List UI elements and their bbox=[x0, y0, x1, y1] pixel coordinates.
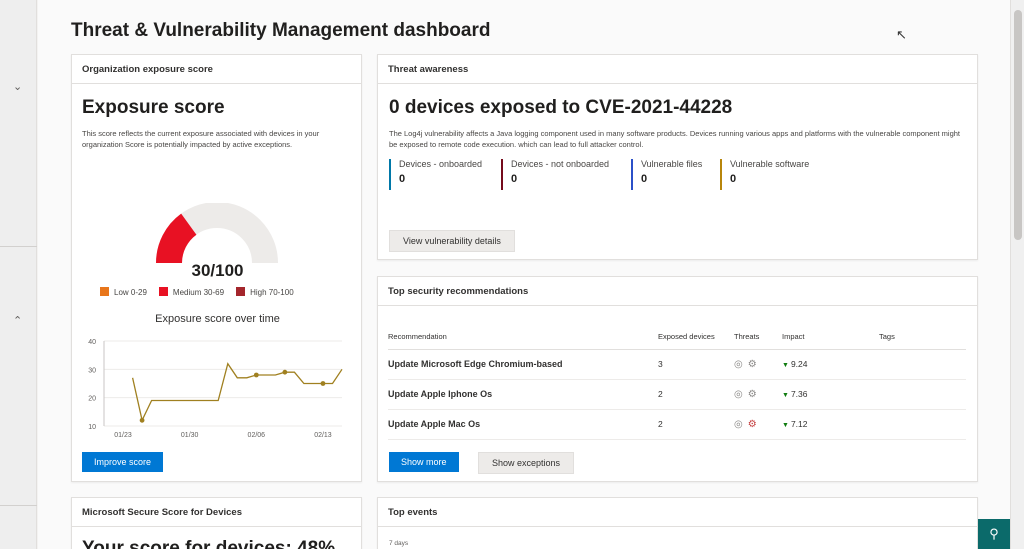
chat-help-icon[interactable]: ⚲ bbox=[978, 519, 1010, 549]
nav-divider bbox=[0, 246, 37, 247]
exposure-score-description: This score reflects the current exposure… bbox=[82, 129, 320, 149]
stat-devices-not-onboarded: Devices - not onboarded 0 bbox=[501, 159, 609, 190]
threats-cell: ◎ ⚙ bbox=[734, 349, 782, 380]
y-tick-label: 30 bbox=[88, 367, 96, 374]
chart-title: Exposure score over time bbox=[155, 313, 280, 325]
legend-item-high: High 70-100 bbox=[236, 287, 294, 297]
stat-vulnerable-files: Vulnerable files 0 bbox=[631, 159, 702, 190]
vertical-scrollbar[interactable] bbox=[1010, 0, 1024, 549]
nav-divider bbox=[0, 505, 37, 506]
left-navigation-rail: ⌄ ⌃ bbox=[0, 0, 37, 549]
events-range: 7 days bbox=[389, 540, 409, 547]
threats-cell: ◎ ⚙ bbox=[734, 379, 782, 410]
exposure-score-card: Organization exposure score Exposure sco… bbox=[71, 54, 362, 482]
threat-stats: Devices - onboarded 0 Devices - not onboa… bbox=[389, 159, 967, 190]
secure-score-card: Microsoft Secure Score for Devices Your … bbox=[71, 497, 362, 549]
series-line bbox=[131, 362, 343, 423]
card-header: Top security recommendations bbox=[378, 277, 977, 306]
improve-score-button[interactable]: Improve score bbox=[82, 452, 164, 472]
card-header: Threat awareness bbox=[378, 55, 977, 84]
y-tick-label: 10 bbox=[88, 424, 96, 431]
stat-devices-onboarded: Devices - onboarded 0 bbox=[389, 159, 482, 190]
threat-title: 0 devices exposed to CVE-2021-44228 bbox=[389, 97, 733, 118]
x-tick-label: 02/06 bbox=[248, 432, 266, 439]
show-more-button[interactable]: Show more bbox=[389, 452, 459, 472]
y-tick-label: 20 bbox=[88, 396, 96, 403]
x-tick-label: 01/30 bbox=[181, 432, 199, 439]
secure-score-title: Your score for devices: 48% bbox=[82, 538, 336, 549]
column-header-exposed-devices[interactable]: Exposed devices bbox=[658, 325, 734, 350]
threat-description: The Log4j vulnerability affects a Java l… bbox=[389, 129, 961, 149]
exposure-trend-chart: 10 20 30 40 01/23 01/30 02/06 02/13 bbox=[88, 339, 343, 439]
tags-cell bbox=[879, 349, 966, 380]
decrease-arrow-icon: ▼ bbox=[782, 392, 789, 399]
mouse-cursor-icon: ↖ bbox=[896, 27, 907, 42]
recommendations-table: Recommendation Exposed devices Threats I… bbox=[388, 325, 966, 440]
bug-icon: ⚙ bbox=[747, 358, 757, 370]
legend-item-low: Low 0-29 bbox=[100, 287, 147, 297]
threats-cell: ◎ ⚙ bbox=[734, 409, 782, 440]
bug-icon: ⚙ bbox=[747, 388, 757, 400]
data-point bbox=[253, 372, 259, 378]
exposed-devices-count: 2 bbox=[658, 379, 734, 410]
recommendation-name[interactable]: Update Apple Mac Os bbox=[388, 409, 658, 440]
exposed-devices-count: 3 bbox=[658, 349, 734, 380]
top-recommendations-card: Top security recommendations Recommendat… bbox=[377, 276, 978, 482]
impact-cell: ▼ 7.12 bbox=[782, 409, 879, 440]
data-point bbox=[320, 381, 326, 386]
card-header: Organization exposure score bbox=[72, 55, 361, 84]
recommendation-name[interactable]: Update Apple Iphone Os bbox=[388, 379, 658, 410]
chevron-up-icon[interactable]: ⌃ bbox=[13, 315, 23, 327]
legend-item-medium: Medium 30-69 bbox=[158, 287, 224, 297]
impact-cell: ▼ 7.36 bbox=[782, 379, 879, 410]
page-title: Threat & Vulnerability Management dashbo… bbox=[71, 20, 491, 41]
decrease-arrow-icon: ▼ bbox=[782, 422, 789, 429]
exposure-gauge bbox=[156, 203, 278, 264]
scrollbar-thumb[interactable] bbox=[1014, 10, 1022, 240]
column-header-impact[interactable]: Impact bbox=[782, 325, 879, 350]
exposed-devices-count: 2 bbox=[658, 409, 734, 440]
column-header-recommendation[interactable]: Recommendation bbox=[388, 325, 658, 350]
table-row[interactable]: Update Apple Mac Os 2 ◎ ⚙ ▼ 7.12 bbox=[388, 409, 966, 440]
data-point bbox=[139, 417, 145, 423]
table-row[interactable]: Update Apple Iphone Os 2 ◎ ⚙ ▼ 7.36 bbox=[388, 379, 966, 410]
card-header: Microsoft Secure Score for Devices bbox=[72, 498, 361, 527]
view-vulnerability-details-button[interactable]: View vulnerability details bbox=[389, 230, 515, 252]
stat-vulnerable-software: Vulnerable software 0 bbox=[720, 159, 809, 190]
show-exceptions-button[interactable]: Show exceptions bbox=[478, 452, 575, 474]
x-tick-label: 01/23 bbox=[114, 432, 132, 439]
exposure-legend: Low 0-29 Medium 30-69 High 70-100 bbox=[100, 287, 294, 297]
tags-cell bbox=[879, 379, 966, 410]
recommendation-name[interactable]: Update Microsoft Edge Chromium-based bbox=[388, 349, 658, 380]
tags-cell bbox=[879, 409, 966, 440]
column-header-threats[interactable]: Threats bbox=[734, 325, 782, 350]
threat-awareness-card: Threat awareness 0 devices exposed to CV… bbox=[377, 54, 978, 260]
bug-icon: ⚙ bbox=[747, 418, 757, 430]
decrease-arrow-icon: ▼ bbox=[782, 362, 789, 369]
exposure-score-title: Exposure score bbox=[82, 97, 225, 118]
impact-cell: ▼ 9.24 bbox=[782, 349, 879, 380]
column-header-tags[interactable]: Tags bbox=[879, 325, 966, 350]
target-icon: ◎ bbox=[734, 388, 743, 400]
target-icon: ◎ bbox=[734, 418, 743, 430]
table-header-row: Recommendation Exposed devices Threats I… bbox=[388, 325, 966, 350]
main-content: Threat & Vulnerability Management dashbo… bbox=[38, 0, 1010, 549]
x-tick-label: 02/13 bbox=[314, 432, 332, 439]
chevron-down-icon[interactable]: ⌄ bbox=[13, 81, 23, 93]
target-icon: ◎ bbox=[734, 358, 743, 370]
data-point bbox=[282, 369, 288, 375]
table-row[interactable]: Update Microsoft Edge Chromium-based 3 ◎… bbox=[388, 349, 966, 380]
card-header: Top events bbox=[378, 498, 977, 527]
exposure-score-value: 30/100 bbox=[191, 261, 244, 280]
top-events-card: Top events 7 days bbox=[377, 497, 978, 549]
y-tick-label: 40 bbox=[88, 339, 96, 346]
